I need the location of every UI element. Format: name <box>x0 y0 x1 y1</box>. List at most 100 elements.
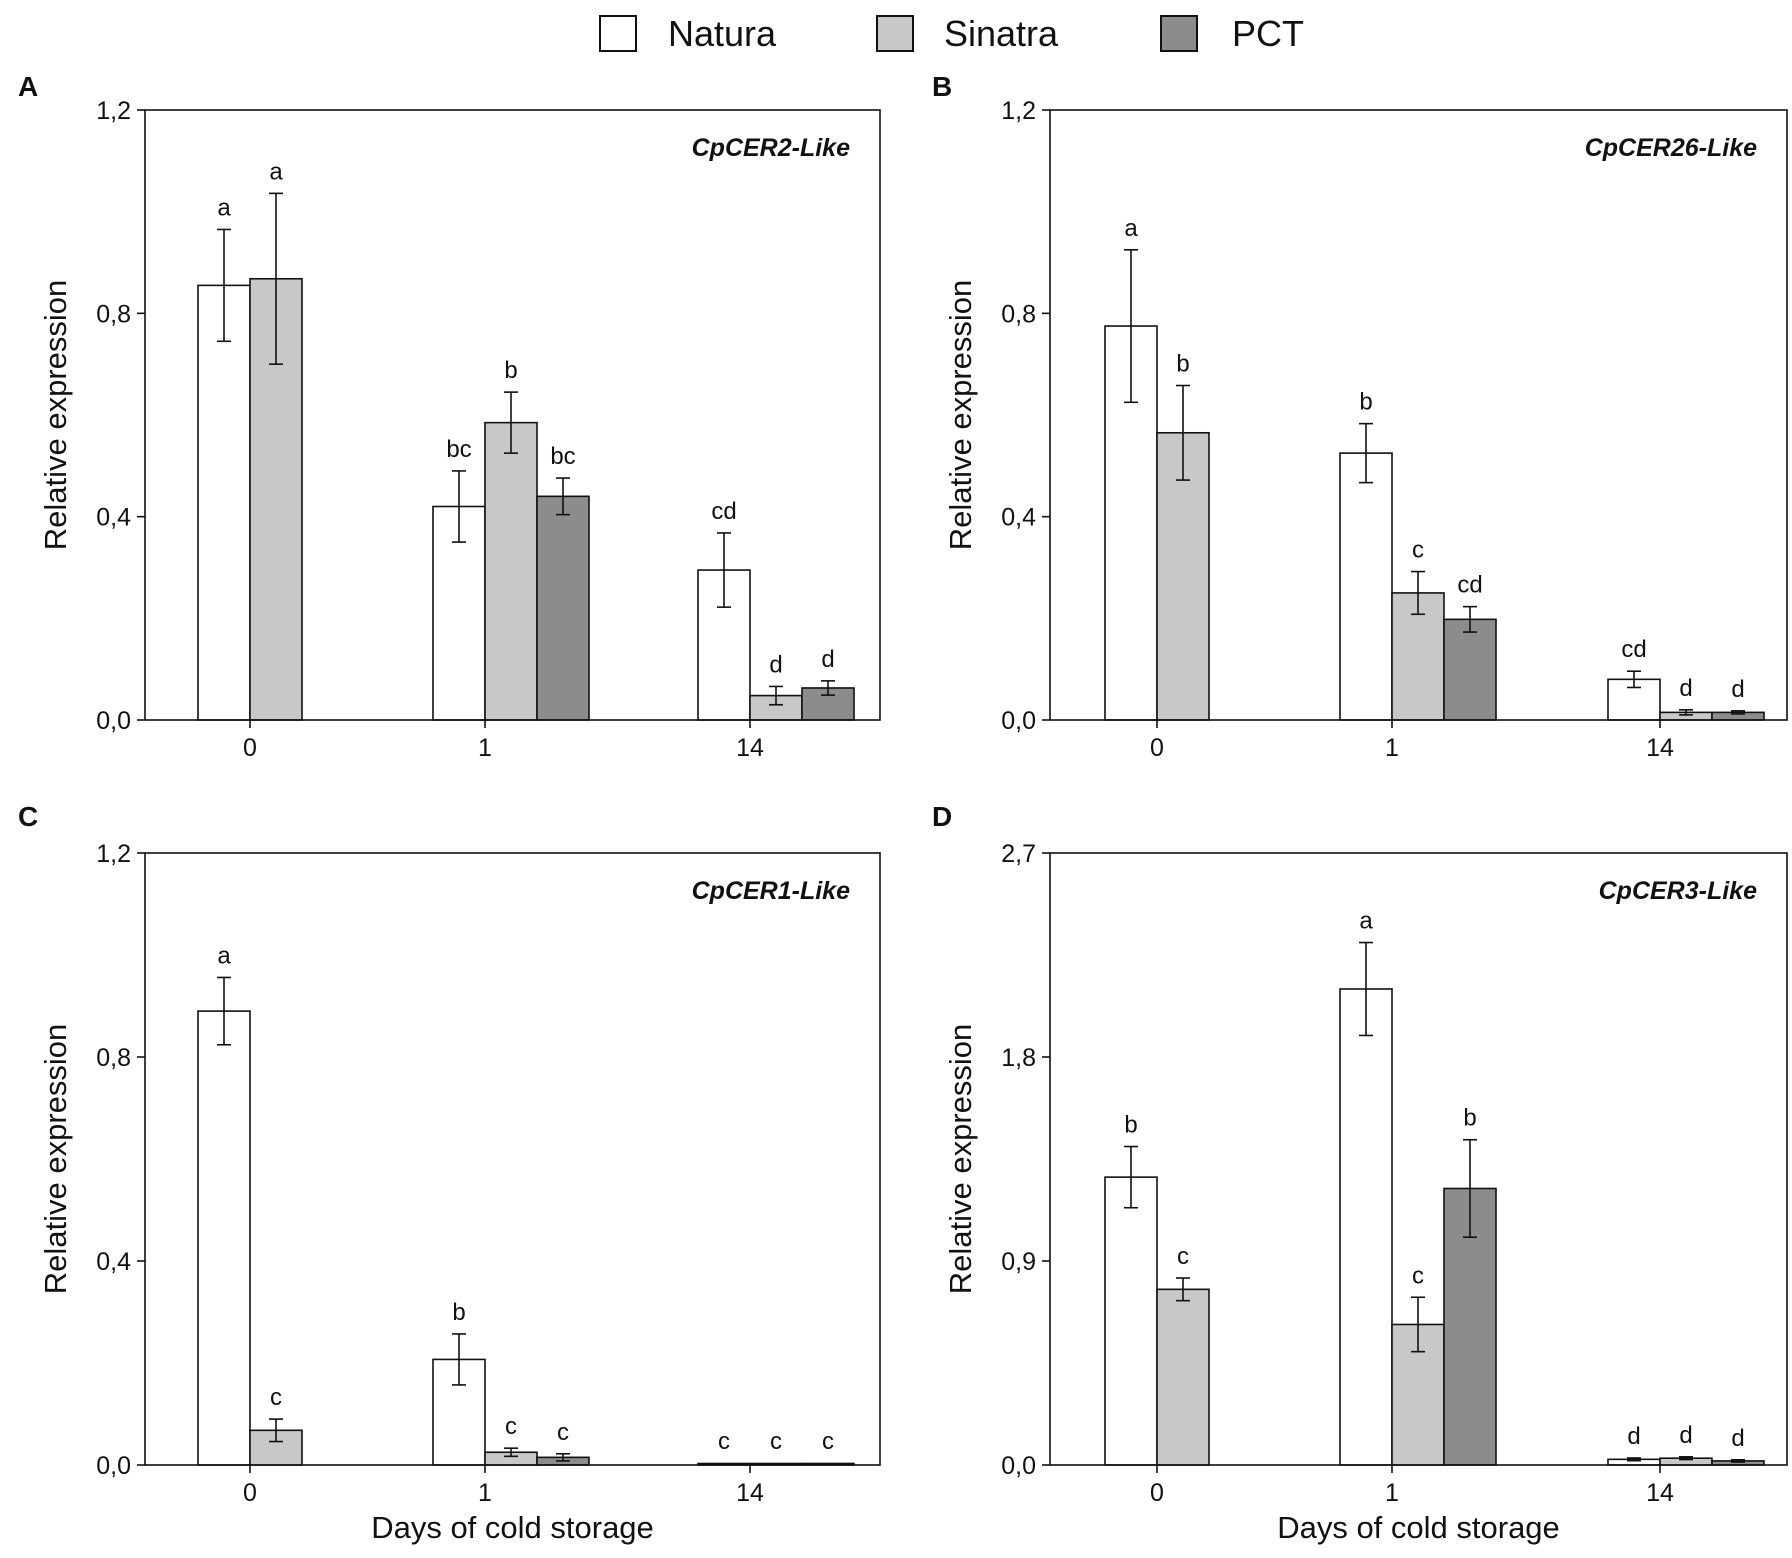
significance-letter-sinatra: b <box>504 357 517 384</box>
significance-letter-sinatra: d <box>1679 675 1692 702</box>
error-bar-natura <box>1359 941 1373 1037</box>
error-bar-sinatra <box>269 1418 283 1443</box>
plot-frame <box>144 109 881 721</box>
significance-letter-natura: a <box>1124 215 1138 242</box>
gene-name: CpCER1-Like <box>692 877 850 905</box>
significance-letter-natura: d <box>1627 1423 1640 1450</box>
significance-letter-sinatra: c <box>770 1428 782 1455</box>
x-tick-label: 1 <box>1385 1479 1399 1507</box>
y-tick-label: 0,4 <box>1001 504 1036 532</box>
plot-frame <box>144 852 881 1466</box>
significance-letter-sinatra: c <box>270 1384 282 1411</box>
significance-letter-pct: d <box>1731 1425 1744 1452</box>
y-tick-label: 0,0 <box>96 707 131 735</box>
significance-letter-sinatra: a <box>269 158 283 185</box>
error-bar-sinatra <box>769 685 783 706</box>
x-tick-label: 14 <box>736 734 764 762</box>
bar-pct <box>1443 618 1497 721</box>
panel-label: A <box>18 71 38 102</box>
x-tick-label: 1 <box>1385 734 1399 762</box>
significance-letter-natura: a <box>1359 908 1373 935</box>
legend-swatch-natura <box>599 15 637 52</box>
legend-label-natura: Natura <box>668 13 777 54</box>
legend: Natura Sinatra PCT <box>599 13 1304 54</box>
error-bar-natura <box>217 228 231 343</box>
significance-letter-sinatra: d <box>769 651 782 678</box>
error-bar-pct <box>1463 605 1477 633</box>
plot-frame <box>1049 109 1788 721</box>
error-bar-sinatra <box>1176 384 1190 481</box>
legend-label-sinatra: Sinatra <box>944 13 1059 54</box>
bar-sinatra <box>484 421 538 721</box>
legend-swatch-sinatra <box>876 15 914 52</box>
significance-letter-natura: cd <box>711 498 736 525</box>
y-tick-label: 0,8 <box>96 1044 131 1072</box>
bar-natura <box>197 1010 251 1466</box>
y-tick-label: 0,0 <box>96 1452 131 1480</box>
significance-letter-sinatra: c <box>1412 1262 1424 1289</box>
gene-name: CpCER3-Like <box>1599 877 1757 905</box>
x-tick-label: 14 <box>736 1479 764 1507</box>
error-bar-pct <box>556 1452 570 1462</box>
significance-letter-sinatra: c <box>505 1413 517 1440</box>
x-tick-label: 0 <box>1150 734 1164 762</box>
bar-natura <box>197 284 251 721</box>
legend-label-pct: PCT <box>1232 13 1304 54</box>
panel-a: Aa bc cd a b d bc d 0,0 0,4 0,8 1,2 0 1 14 CpCER2-Like R… <box>18 71 881 762</box>
y-axis-label: Relative expression <box>943 1024 978 1295</box>
bar-natura <box>432 1358 486 1466</box>
error-bar-pct <box>821 680 835 696</box>
y-axis-label: Relative expression <box>38 1024 73 1295</box>
y-tick-label: 1,2 <box>1001 97 1036 125</box>
x-tick-label: 0 <box>243 1479 257 1507</box>
error-bar-natura <box>1359 422 1373 484</box>
y-tick-label: 2,7 <box>1001 840 1036 868</box>
error-bar-sinatra <box>1411 1296 1425 1353</box>
plot-frame <box>1049 852 1788 1466</box>
error-bar-sinatra <box>504 391 518 454</box>
legend-swatch-pct <box>1160 15 1198 52</box>
bar-natura <box>1104 1176 1158 1466</box>
error-bar-pct <box>556 477 570 516</box>
panel-c: Ca b c c c c c c 0,0 0,4 0,8 1,2 0 1 14 CpCER1-Like Rela… <box>18 801 881 1545</box>
y-tick-label: 0,8 <box>1001 300 1036 328</box>
significance-letter-natura: c <box>718 1428 730 1455</box>
significance-letter-pct: d <box>821 646 834 673</box>
panel-label: B <box>932 71 952 102</box>
panel-label: C <box>18 801 38 832</box>
x-tick-label: 1 <box>478 1479 492 1507</box>
panel-label: D <box>932 801 952 832</box>
error-bar-sinatra <box>504 1447 518 1458</box>
error-bar-natura <box>217 976 231 1046</box>
error-bar-natura <box>1627 1457 1641 1462</box>
x-tick-label: 14 <box>1646 734 1674 762</box>
error-bar-sinatra <box>1411 570 1425 616</box>
significance-letter-pct: bc <box>550 443 575 470</box>
significance-letter-natura: cd <box>1621 636 1646 663</box>
y-tick-label: 0,4 <box>96 1248 131 1276</box>
error-bar-natura <box>1627 670 1641 689</box>
significance-letter-natura: a <box>217 942 231 969</box>
y-tick-label: 0,0 <box>1001 707 1036 735</box>
significance-letter-pct: c <box>822 1428 834 1455</box>
significance-letter-natura: b <box>452 1299 465 1326</box>
error-bar-sinatra <box>1679 709 1693 716</box>
significance-letter-natura: bc <box>446 436 471 463</box>
error-bar-natura <box>452 1333 466 1386</box>
error-bar-pct <box>1731 710 1745 715</box>
error-bar-sinatra <box>1176 1277 1190 1302</box>
y-tick-label: 0,4 <box>96 504 131 532</box>
significance-letter-pct: b <box>1463 1105 1476 1132</box>
significance-letter-pct: cd <box>1457 572 1482 599</box>
y-tick-label: 0,0 <box>1001 1452 1036 1480</box>
bar-natura <box>1339 988 1393 1466</box>
panel-d: Db a d c c d b d 0,0 0,9 1,8 2,7 0 1 14 CpCER3-Like Rela… <box>932 801 1788 1545</box>
bar-sinatra <box>1156 1288 1210 1466</box>
y-tick-label: 0,9 <box>1001 1248 1036 1276</box>
error-bar-sinatra <box>269 192 283 365</box>
x-axis-label: Days of cold storage <box>371 1510 654 1545</box>
y-axis-label: Relative expression <box>943 280 978 551</box>
